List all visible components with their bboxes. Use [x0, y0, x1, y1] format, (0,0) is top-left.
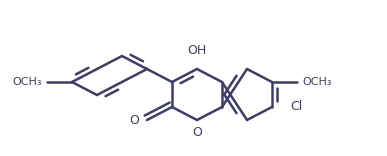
Text: OH: OH — [187, 44, 207, 57]
Text: OCH₃: OCH₃ — [302, 77, 332, 87]
Text: O: O — [192, 126, 202, 139]
Text: OCH₃: OCH₃ — [12, 77, 42, 87]
Text: Cl: Cl — [290, 100, 302, 114]
Text: O: O — [129, 114, 139, 127]
